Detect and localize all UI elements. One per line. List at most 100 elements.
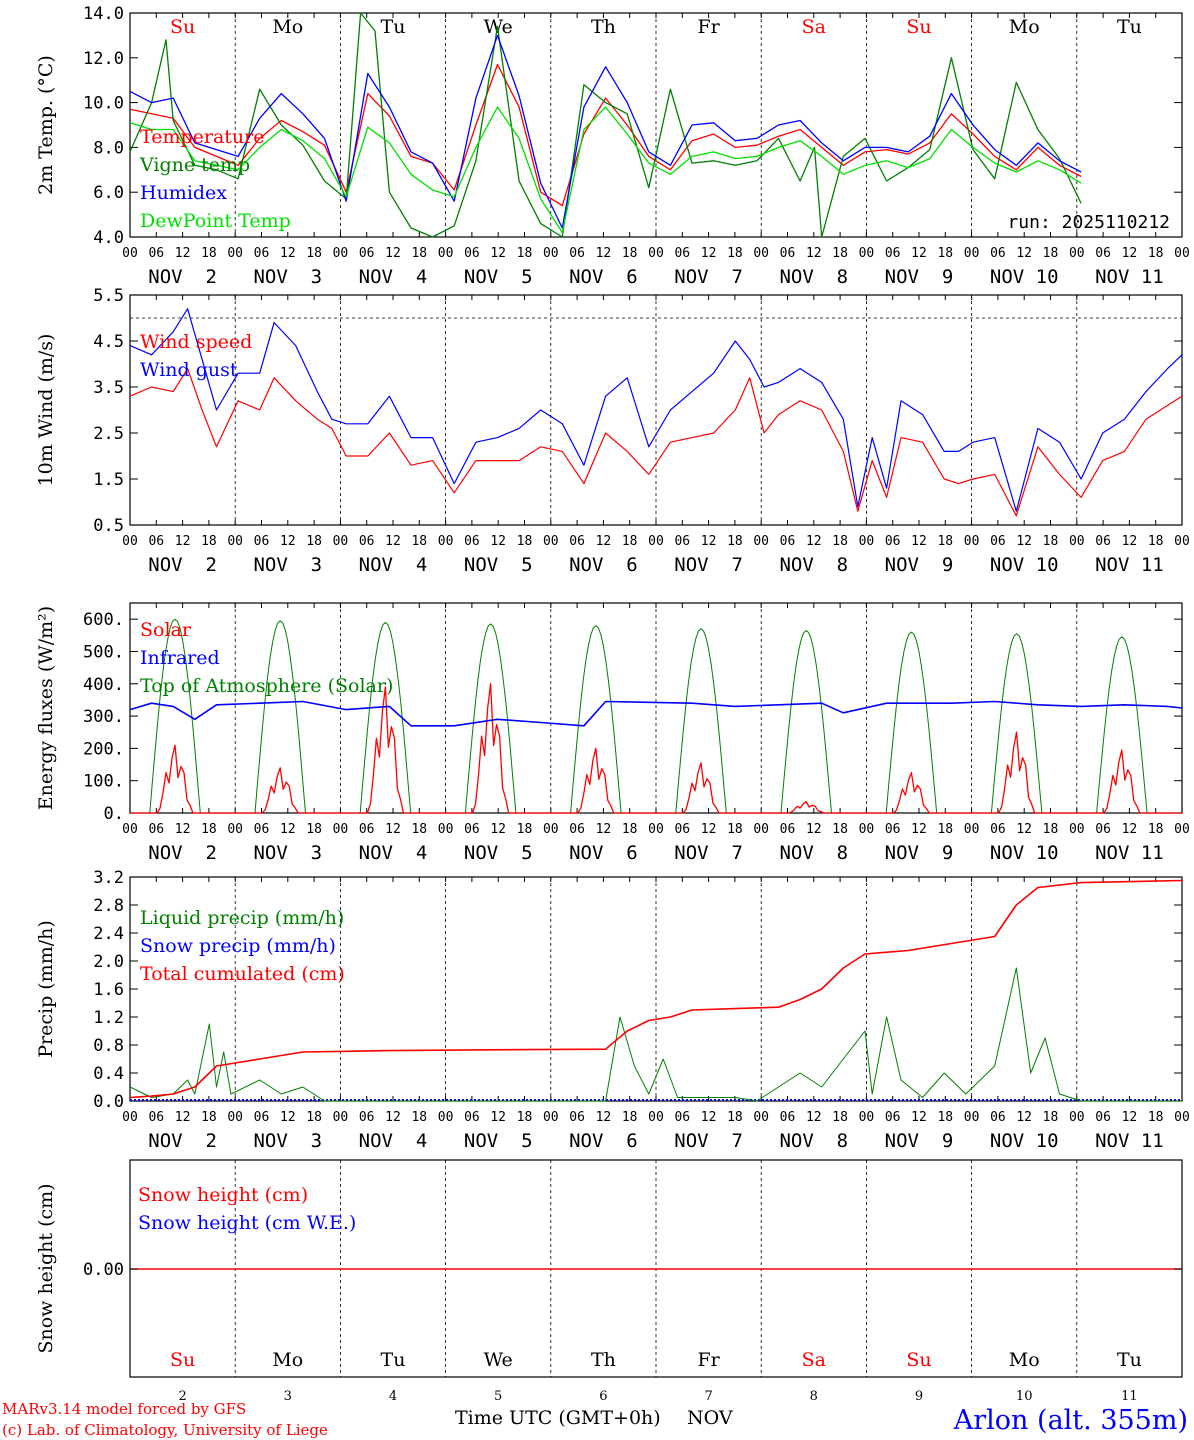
hour-tick-label: 06 bbox=[1095, 246, 1111, 261]
hour-tick-label: 12 bbox=[175, 534, 191, 549]
hour-tick-label: 06 bbox=[569, 822, 585, 837]
hour-tick-label: 12 bbox=[1016, 246, 1032, 261]
hour-tick-label: 18 bbox=[937, 534, 953, 549]
legend-entry: Wind speed bbox=[140, 331, 252, 353]
y-axis-label: 2m Temp. (°C) bbox=[35, 55, 57, 195]
hour-tick-label: 12 bbox=[280, 246, 296, 261]
hour-tick-label: 00 bbox=[122, 1110, 138, 1125]
hour-tick-label: 00 bbox=[438, 822, 454, 837]
hour-tick-label: 00 bbox=[333, 534, 349, 549]
x-axis-title: Time UTC (GMT+0h) bbox=[455, 1407, 661, 1429]
weekday-label: Sa bbox=[802, 1349, 826, 1371]
hour-tick-label: 00 bbox=[1174, 822, 1190, 837]
date-label: NOV 10 bbox=[990, 266, 1059, 288]
date-label: NOV 5 bbox=[464, 266, 533, 288]
hour-tick-label: 06 bbox=[780, 1110, 796, 1125]
y-tick-label: 2.0 bbox=[93, 952, 124, 972]
legend-entry: Vigne temp bbox=[139, 154, 250, 176]
hour-tick-label: 00 bbox=[753, 822, 769, 837]
hour-tick-label: 18 bbox=[411, 1110, 427, 1125]
hour-tick-label: 00 bbox=[227, 534, 243, 549]
hour-tick-label: 18 bbox=[937, 246, 953, 261]
hour-tick-label: 06 bbox=[990, 1110, 1006, 1125]
hour-tick-label: 12 bbox=[385, 246, 401, 261]
date-label: NOV 11 bbox=[1095, 842, 1164, 864]
precip-series-total-cumulated bbox=[129, 879, 1183, 1099]
legend-entry: Infrared bbox=[140, 647, 220, 669]
date-label: NOV 8 bbox=[779, 1130, 848, 1152]
hour-tick-label: 00 bbox=[438, 246, 454, 261]
legend-entry: Snow height (cm W.E.) bbox=[138, 1212, 356, 1234]
date-label: NOV 3 bbox=[253, 1130, 322, 1152]
y-tick-label: 0.8 bbox=[93, 1036, 124, 1056]
hour-tick-label: 06 bbox=[569, 1110, 585, 1125]
hour-tick-label: 00 bbox=[1069, 246, 1085, 261]
date-label: NOV 2 bbox=[148, 266, 217, 288]
hour-tick-label: 06 bbox=[674, 822, 690, 837]
date-label: NOV 3 bbox=[253, 266, 322, 288]
weekday-label: Fr bbox=[697, 16, 720, 38]
hour-tick-label: 18 bbox=[937, 1110, 953, 1125]
date-label: NOV 3 bbox=[253, 554, 322, 576]
y-tick-label: 0.4 bbox=[93, 1064, 124, 1084]
hour-tick-label: 06 bbox=[780, 822, 796, 837]
y-tick-label: 0.00 bbox=[83, 1260, 124, 1280]
hour-tick-label: 18 bbox=[622, 534, 638, 549]
date-label: NOV 9 bbox=[885, 266, 954, 288]
hour-tick-label: 06 bbox=[885, 1110, 901, 1125]
hour-tick-label: 00 bbox=[1174, 534, 1190, 549]
hour-tick-label: 18 bbox=[622, 246, 638, 261]
hour-tick-label: 00 bbox=[753, 1110, 769, 1125]
date-label: NOV 4 bbox=[359, 266, 428, 288]
date-label: NOV 8 bbox=[779, 266, 848, 288]
hour-tick-label: 18 bbox=[727, 1110, 743, 1125]
y-axis-label: 10m Wind (m/s) bbox=[35, 334, 57, 487]
hour-tick-label: 00 bbox=[753, 246, 769, 261]
hour-tick-label: 12 bbox=[175, 246, 191, 261]
weekday-label: Su bbox=[170, 1349, 195, 1371]
date-label: NOV 7 bbox=[674, 266, 743, 288]
hour-tick-label: 18 bbox=[517, 534, 533, 549]
y-axis-label: Snow height (cm) bbox=[35, 1183, 57, 1353]
hour-tick-label: 00 bbox=[122, 534, 138, 549]
weekday-label: Tu bbox=[381, 1349, 406, 1371]
hour-tick-label: 18 bbox=[411, 534, 427, 549]
hour-tick-label: 06 bbox=[569, 246, 585, 261]
hour-tick-label: 06 bbox=[1095, 822, 1111, 837]
weekday-label: Sa bbox=[802, 16, 826, 38]
day-number-label: 8 bbox=[810, 1389, 818, 1404]
date-label: NOV 7 bbox=[674, 1130, 743, 1152]
date-label: NOV 5 bbox=[464, 1130, 533, 1152]
credit-line-2: (c) Lab. of Climatology, University of L… bbox=[2, 1421, 328, 1439]
hour-tick-label: 18 bbox=[306, 534, 322, 549]
weekday-label: Tu bbox=[381, 16, 406, 38]
hour-tick-label: 00 bbox=[122, 246, 138, 261]
hour-tick-label: 00 bbox=[543, 534, 559, 549]
solar-series bbox=[130, 683, 1182, 814]
hour-tick-label: 12 bbox=[701, 822, 717, 837]
date-label: NOV 11 bbox=[1095, 554, 1164, 576]
weekday-label: Th bbox=[591, 16, 616, 38]
hour-tick-label: 12 bbox=[596, 246, 612, 261]
hour-tick-label: 12 bbox=[596, 822, 612, 837]
hour-tick-label: 00 bbox=[859, 534, 875, 549]
date-label: NOV 4 bbox=[359, 1130, 428, 1152]
hour-tick-label: 18 bbox=[517, 1110, 533, 1125]
hour-tick-label: 12 bbox=[385, 1110, 401, 1125]
hour-tick-label: 00 bbox=[227, 1110, 243, 1125]
hour-tick-label: 18 bbox=[1043, 246, 1059, 261]
y-tick-label: 12.0 bbox=[83, 49, 124, 69]
hour-tick-label: 12 bbox=[806, 822, 822, 837]
hour-tick-label: 06 bbox=[464, 534, 480, 549]
hour-tick-label: 18 bbox=[411, 822, 427, 837]
y-tick-label: 1.2 bbox=[93, 1008, 124, 1028]
legend-entry: Snow precip (mm/h) bbox=[140, 935, 336, 957]
hour-tick-label: 12 bbox=[1122, 822, 1138, 837]
hour-tick-label: 00 bbox=[438, 1110, 454, 1125]
date-label: NOV 8 bbox=[779, 842, 848, 864]
hour-tick-label: 00 bbox=[1174, 246, 1190, 261]
weekday-label: We bbox=[484, 1349, 513, 1371]
y-tick-label: 4.0 bbox=[93, 228, 124, 248]
hour-tick-label: 06 bbox=[1095, 1110, 1111, 1125]
